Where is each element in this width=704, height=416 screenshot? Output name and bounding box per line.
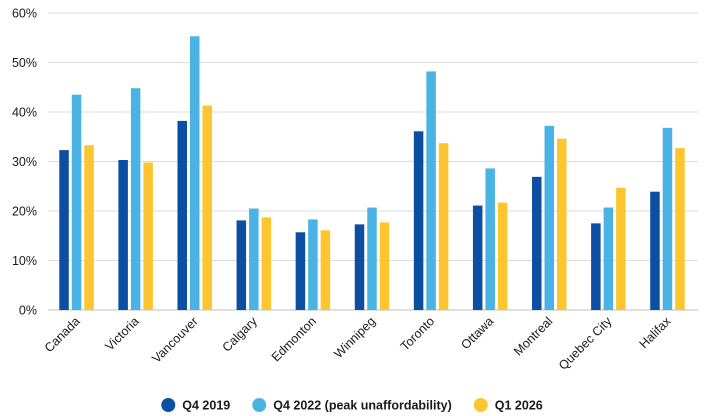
bar-ottawa-series-1 <box>485 168 495 310</box>
legend-label: Q4 2019 <box>182 399 230 413</box>
bar-toronto-series-1 <box>426 71 436 310</box>
bar-winnipeg-series-1 <box>367 207 377 310</box>
legend-marker <box>473 398 488 412</box>
bar-vancouver-series-0 <box>177 120 187 310</box>
bars <box>59 36 685 311</box>
bar-edmonton-series-1 <box>308 219 318 310</box>
bar-canada-series-0 <box>59 150 69 310</box>
y-tick-label: 0% <box>19 304 37 318</box>
bar-calgary-series-0 <box>236 220 247 310</box>
bar-canada-series-1 <box>71 94 82 310</box>
y-tick-label: 40% <box>12 106 37 120</box>
bar-victoria-series-2 <box>143 162 153 310</box>
bar-toronto-series-0 <box>413 131 424 310</box>
bar-victoria-series-1 <box>130 88 141 311</box>
bar-halifax-series-1 <box>662 127 673 310</box>
bar-winnipeg-series-2 <box>379 222 390 310</box>
category-label: Quebec City <box>556 314 615 373</box>
bar-quebec-city-series-0 <box>591 223 601 310</box>
category-label: Ottawa <box>458 314 496 352</box>
x-axis-category-labels: Canada Victoria Vancouver Calgary Edmonton Wi… <box>42 314 674 373</box>
legend-marker <box>161 398 176 412</box>
category-label: Vancouver <box>149 314 201 366</box>
category-label: Victoria <box>103 314 142 353</box>
bar-canada-series-2 <box>84 145 94 310</box>
bar-toronto-series-2 <box>438 143 449 310</box>
bar-winnipeg-series-0 <box>354 224 365 310</box>
bar-edmonton-series-0 <box>295 232 306 310</box>
bar-calgary-series-1 <box>249 208 259 310</box>
category-label: Canada <box>42 314 83 355</box>
bar-ottawa-series-0 <box>472 205 483 310</box>
category-label: Edmonton <box>269 314 319 364</box>
bar-halifax-series-2 <box>675 148 685 310</box>
bar-montreal-series-2 <box>557 138 567 310</box>
y-tick-label: 20% <box>12 205 37 219</box>
bar-calgary-series-2 <box>261 217 272 310</box>
bar-quebec-city-series-1 <box>603 207 614 310</box>
y-tick-label: 50% <box>12 56 37 70</box>
y-axis-ticks: 0% 10% 20% 30% 40% 50% 60% <box>12 7 37 318</box>
category-label: Calgary <box>220 314 261 355</box>
category-label: Montreal <box>511 314 555 358</box>
bar-halifax-series-0 <box>650 191 660 310</box>
y-tick-label: 30% <box>12 155 37 169</box>
bar-montreal-series-1 <box>544 125 555 310</box>
category-label: Winnipeg <box>331 314 378 361</box>
y-tick-label: 60% <box>12 7 37 21</box>
category-label: Toronto <box>398 314 437 353</box>
bar-montreal-series-0 <box>532 176 542 310</box>
legend-label: Q1 2026 <box>495 399 543 413</box>
legend: Q4 2019 Q4 2022 (peak unaffordability) Q1 … <box>161 398 543 413</box>
legend-marker <box>252 398 267 412</box>
bar-edmonton-series-2 <box>320 230 331 310</box>
legend-label: Q4 2022 (peak unaffordability) <box>273 399 452 413</box>
bar-quebec-city-series-2 <box>616 187 626 310</box>
bar-ottawa-series-2 <box>497 202 508 310</box>
category-label: Halifax <box>637 314 674 351</box>
y-tick-label: 10% <box>12 254 37 268</box>
bar-vancouver-series-2 <box>202 105 212 310</box>
bar-vancouver-series-1 <box>189 36 200 310</box>
bar-victoria-series-0 <box>118 160 128 310</box>
